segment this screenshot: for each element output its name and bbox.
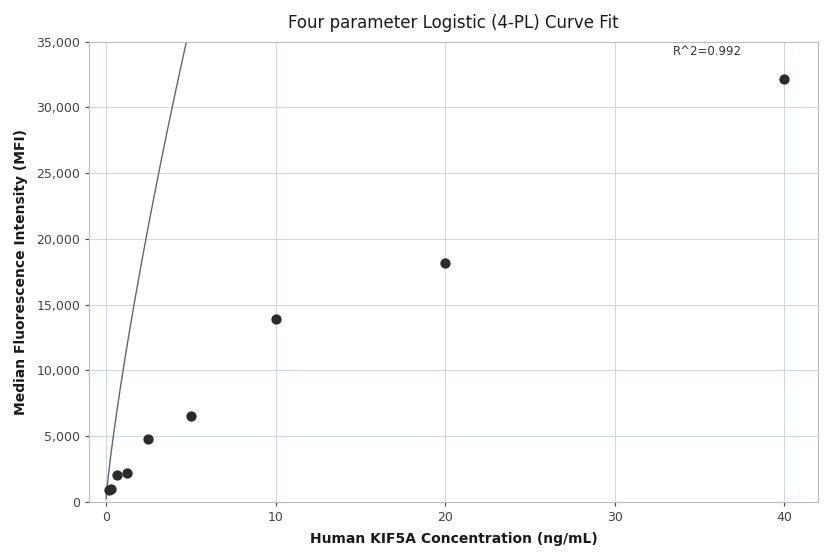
Point [438,258,452,267]
Title: Four parameter Logistic (4-PL) Curve Fit: Four parameter Logistic (4-PL) Curve Fit [289,14,619,32]
Point [141,434,155,443]
Point [184,412,197,421]
Point [778,74,791,83]
X-axis label: Human KIF5A Concentration (ng/mL): Human KIF5A Concentration (ng/mL) [310,532,597,546]
Point [121,468,134,477]
Text: R^2=0.992: R^2=0.992 [673,45,742,58]
Point [110,471,123,480]
Point [105,484,118,493]
Y-axis label: Median Fluorescence Intensity (MFI): Median Fluorescence Intensity (MFI) [14,129,28,415]
Point [102,486,116,494]
Point [269,315,282,324]
